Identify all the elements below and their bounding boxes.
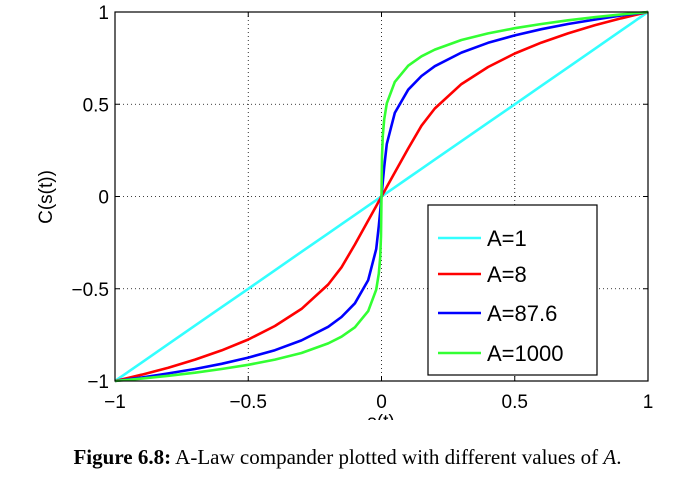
y-tick-label: 1 xyxy=(98,3,109,24)
legend-label: A=8 xyxy=(487,262,527,287)
y-axis-label: C(s(t)) xyxy=(36,170,57,224)
x-tick-label: −0.5 xyxy=(229,392,267,413)
y-tick-label: 0.5 xyxy=(83,95,109,116)
x-tick-label: 0 xyxy=(376,392,387,413)
x-tick-label: 1 xyxy=(643,392,654,413)
legend-label: A=1 xyxy=(487,226,527,251)
legend-label: A=87.6 xyxy=(487,301,557,326)
caption-variable: A xyxy=(603,445,617,469)
legend-label: A=1000 xyxy=(487,341,563,366)
y-tick-label: 0 xyxy=(98,188,109,209)
caption-text: A-Law compander plotted with different v… xyxy=(171,445,604,469)
caption-end: . xyxy=(616,445,622,469)
x-tick-label: −1 xyxy=(104,392,126,413)
legend: A=1 A=8 A=87.6 A=1000 xyxy=(427,204,598,376)
caption-label: Figure 6.8: xyxy=(73,445,172,469)
series-line-a-1000 xyxy=(114,10,649,383)
legend-box xyxy=(427,204,598,376)
y-tick-label: −0.5 xyxy=(71,280,109,301)
x-axis-label: s(t) xyxy=(367,412,394,420)
ticks: −1−1 −0.5 −0.5 0 0 0.5 0.5 1 1 xyxy=(71,3,653,413)
y-tick-label: −1 xyxy=(87,372,109,393)
figure-caption: Figure 6.8: A-Law compander plotted with… xyxy=(0,445,695,470)
series-group xyxy=(114,10,649,383)
x-tick-label: 0.5 xyxy=(502,392,528,413)
